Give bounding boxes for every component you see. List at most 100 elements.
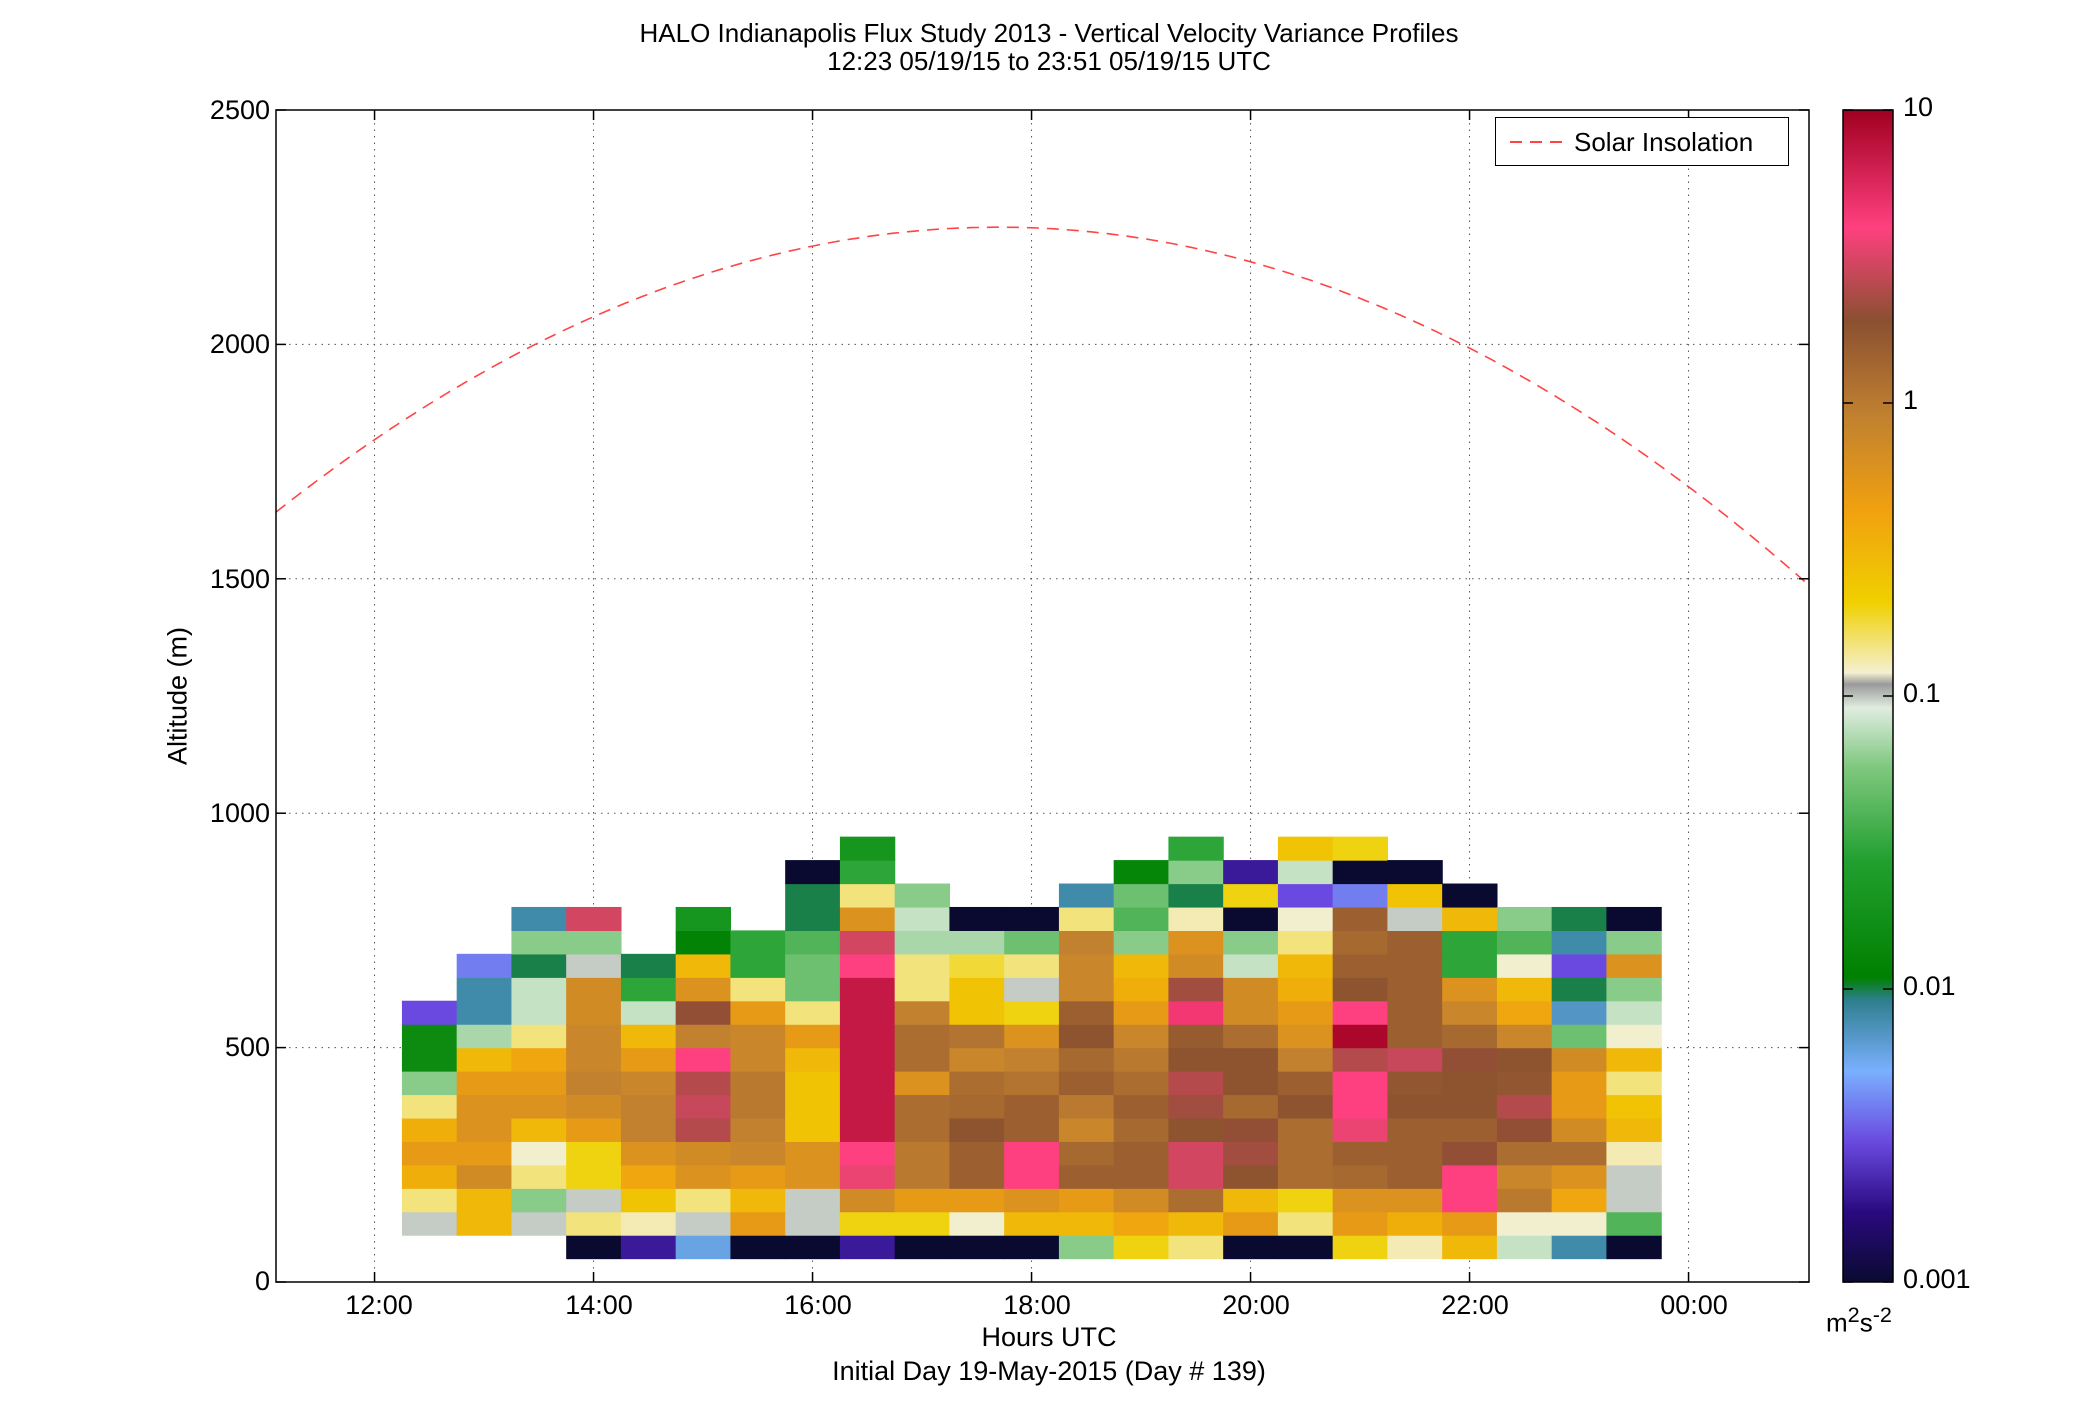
variance-cell: [1332, 883, 1389, 908]
x-tick-label: 14:00: [565, 1290, 633, 1320]
variance-cell: [1113, 1000, 1170, 1025]
variance-cell: [1387, 883, 1443, 908]
variance-cell: [730, 977, 786, 1002]
variance-cell: [456, 1188, 513, 1213]
variance-cell: [1496, 1188, 1553, 1213]
variance-cell: [675, 1211, 732, 1236]
variance-cell: [1058, 1235, 1115, 1260]
variance-cell: [1004, 1117, 1060, 1142]
colorbar-unit: m2s-2: [1826, 1302, 1892, 1338]
variance-cell: [785, 1071, 841, 1096]
variance-cell: [1442, 883, 1498, 908]
variance-cell: [566, 1141, 622, 1166]
variance-cell: [1606, 1000, 1662, 1025]
variance-cell: [1168, 883, 1224, 908]
variance-cell: [1387, 1188, 1443, 1213]
variance-cell: [894, 1164, 951, 1189]
variance-cell: [1387, 1164, 1443, 1189]
variance-cell: [1606, 953, 1662, 978]
variance-cell: [1223, 883, 1279, 908]
variance-cell: [839, 1141, 896, 1166]
variance-cell: [1387, 953, 1443, 978]
variance-cell: [839, 1235, 896, 1260]
variance-cell: [894, 1094, 951, 1119]
variance-cell: [401, 1188, 458, 1213]
variance-cell: [1058, 977, 1115, 1002]
variance-cell: [1113, 1211, 1170, 1236]
variance-cell: [675, 1188, 732, 1213]
variance-cell: [675, 1117, 732, 1142]
variance-cell: [949, 977, 1005, 1002]
variance-cell: [785, 1211, 841, 1236]
variance-cell: [401, 1000, 458, 1025]
variance-cell: [785, 1094, 841, 1119]
variance-cell: [839, 1047, 896, 1072]
variance-cell: [511, 977, 567, 1002]
variance-cell: [1332, 1188, 1389, 1213]
variance-cell: [401, 1071, 458, 1096]
variance-cell: [1551, 930, 1608, 955]
x-tick-label: 22:00: [1441, 1290, 1509, 1320]
variance-cell: [1551, 1117, 1608, 1142]
variance-cell: [401, 1117, 458, 1142]
variance-cell: [894, 1235, 951, 1260]
variance-cell: [1332, 860, 1389, 885]
x-tick-label: 00:00: [1660, 1290, 1728, 1320]
variance-cell: [1058, 1000, 1115, 1025]
variance-cell: [1606, 977, 1662, 1002]
plot-frame: [275, 109, 1810, 1283]
variance-cell: [1551, 1000, 1608, 1025]
variance-cell: [1004, 1188, 1060, 1213]
variance-cell: [1223, 1094, 1279, 1119]
variance-cell: [839, 836, 896, 861]
colorbar-tick-label: 0.001: [1903, 1264, 1971, 1294]
variance-cell: [1058, 1024, 1115, 1049]
variance-cell: [1113, 977, 1170, 1002]
variance-cell: [1113, 1235, 1170, 1260]
variance-cell: [1223, 1188, 1279, 1213]
variance-cell: [1223, 860, 1279, 885]
variance-cell: [1551, 1235, 1608, 1260]
variance-cell: [675, 930, 732, 955]
variance-cell: [1277, 977, 1334, 1002]
variance-cell: [1442, 1235, 1498, 1260]
variance-cell: [1387, 1047, 1443, 1072]
variance-cell: [1004, 1000, 1060, 1025]
variance-cell: [1606, 1094, 1662, 1119]
variance-cell: [1058, 953, 1115, 978]
variance-cell: [1058, 1188, 1115, 1213]
variance-cell: [1004, 953, 1060, 978]
variance-cell: [949, 1047, 1005, 1072]
variance-cell: [620, 1211, 677, 1236]
variance-cell: [566, 1188, 622, 1213]
variance-cell: [1223, 1117, 1279, 1142]
variance-cell: [1168, 977, 1224, 1002]
x-axis-sublabel: Initial Day 19-May-2015 (Day # 139): [832, 1356, 1266, 1386]
variance-cell: [1496, 977, 1553, 1002]
variance-cell: [1551, 1188, 1608, 1213]
colorbar-tick-label: 10: [1903, 92, 1934, 122]
variance-cell: [785, 1188, 841, 1213]
variance-cell: [511, 1164, 567, 1189]
legend-line-icon: [1510, 141, 1564, 143]
variance-cell: [1332, 1000, 1389, 1025]
variance-cell: [1442, 1188, 1498, 1213]
variance-cell: [1277, 860, 1334, 885]
variance-cell: [839, 1117, 896, 1142]
variance-cell: [456, 1071, 513, 1096]
variance-cell: [1442, 1071, 1498, 1096]
y-tick-label: 2500: [209, 95, 270, 125]
variance-cell: [839, 1164, 896, 1189]
variance-cell: [620, 1164, 677, 1189]
variance-cell: [1277, 1094, 1334, 1119]
variance-cell: [620, 1024, 677, 1049]
variance-cell: [839, 1188, 896, 1213]
variance-cell: [1332, 930, 1389, 955]
variance-cell: [1277, 836, 1334, 861]
variance-cell: [675, 1024, 732, 1049]
variance-cell: [1442, 977, 1498, 1002]
variance-cell: [949, 1094, 1005, 1119]
variance-cell: [511, 1000, 567, 1025]
variance-cell: [1332, 1024, 1389, 1049]
variance-cell: [949, 1024, 1005, 1049]
